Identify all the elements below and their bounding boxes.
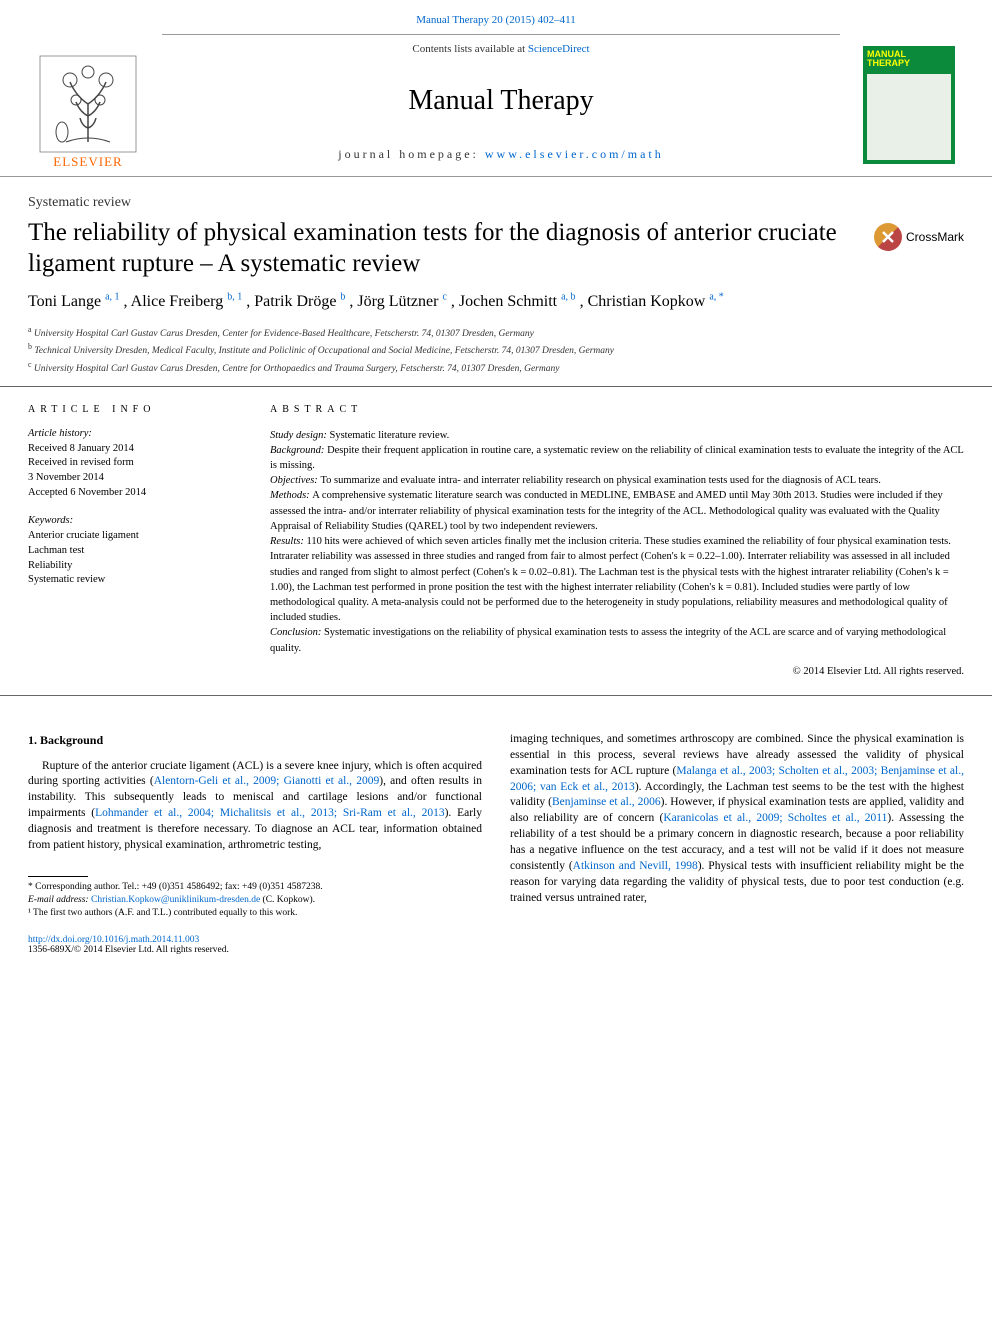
left-column: 1. Background Rupture of the anterior cr… [28,732,482,921]
article-type: Systematic review [0,177,992,213]
crossmark-label: CrossMark [906,230,964,244]
author: , Patrik Dröge b [246,293,345,310]
abstract-item: Results: 110 hits were achieved of which… [270,534,964,625]
author: Toni Lange a, 1 [28,293,120,310]
keyword: Systematic review [28,573,252,588]
abstract-item: Methods: A comprehensive systematic lite… [270,488,964,534]
keyword: Lachman test [28,544,252,559]
affiliations: a University Hospital Carl Gustav Carus … [0,320,992,387]
journal-name: Manual Therapy [162,85,840,117]
history-line: Accepted 6 November 2014 [28,486,252,501]
citation-link[interactable]: Karanicolas et al., 2009; Scholtes et al… [663,812,887,824]
homepage-line: journal homepage: www.elsevier.com/math [162,147,840,162]
author: , Christian Kopkow a, * [580,293,724,310]
citation-link[interactable]: Benjaminse et al., 2006 [552,796,661,808]
homepage-link[interactable]: www.elsevier.com/math [485,147,664,161]
elsevier-logo-text: ELSEVIER [53,154,122,170]
doi-link[interactable]: http://dx.doi.org/10.1016/j.math.2014.11… [28,935,199,945]
abstract-item: Conclusion: Systematic investigations on… [270,625,964,655]
footnotes: * Corresponding author. Tel.: +49 (0)351… [28,876,482,921]
article-title: The reliability of physical examination … [28,217,858,280]
keywords-label: Keywords: [28,514,252,529]
journal-cover-thumb: MANUALTHERAPY [854,34,964,176]
abstract-panel: abstract Study design: Systematic litera… [270,387,964,695]
author-affil-link[interactable]: b [340,292,345,303]
corresponding-author: * Corresponding author. Tel.: +49 (0)351… [28,881,482,894]
author-affil-link[interactable]: c [442,292,446,303]
author-affil-link[interactable]: b, 1 [227,292,242,303]
affiliation: b Technical University Dresden, Medical … [28,341,964,358]
abstract-heading: abstract [270,403,964,418]
abstract-item: Study design: Systematic literature revi… [270,428,964,443]
crossmark-badge[interactable]: CrossMark [874,217,964,251]
history-label: Article history: [28,427,252,442]
header-banner: ELSEVIER Contents lists available at Sci… [0,34,992,177]
banner-center: Contents lists available at ScienceDirec… [162,34,840,176]
issn-copyright: 1356-689X/© 2014 Elsevier Ltd. All right… [28,945,964,955]
author: , Jochen Schmitt a, b [451,293,576,310]
author: , Alice Freiberg b, 1 [124,293,243,310]
homepage-prefix: journal homepage: [338,147,485,161]
abstract-item: Objectives: To summarize and evaluate in… [270,473,964,488]
elsevier-logo: ELSEVIER [28,34,148,176]
footer: http://dx.doi.org/10.1016/j.math.2014.11… [0,921,992,979]
body-paragraph: Rupture of the anterior cruciate ligamen… [28,759,482,854]
crossmark-icon [874,223,902,251]
email-link[interactable]: Christian.Kopkow@uniklinikum-dresden.de [91,895,260,905]
contents-prefix: Contents lists available at [412,43,527,55]
elsevier-tree-icon [38,54,138,154]
sciencedirect-link[interactable]: ScienceDirect [528,43,590,55]
citation-link[interactable]: Alentorn-Geli et al., 2009; Gianotti et … [154,775,380,787]
author: , Jörg Lützner c [349,293,446,310]
keyword: Anterior cruciate ligament [28,529,252,544]
article-info-panel: article info Article history: Received 8… [28,387,270,695]
abstract-copyright: © 2014 Elsevier Ltd. All rights reserved… [270,664,964,679]
email-line: E-mail address: Christian.Kopkow@uniklin… [28,894,482,907]
body-paragraph: imaging techniques, and sometimes arthro… [510,732,964,906]
cover-box: MANUALTHERAPY [863,46,955,164]
journal-citation: Manual Therapy 20 (2015) 402–411 [0,0,992,34]
history-line: Received in revised form [28,456,252,471]
author-note: ¹ The first two authors (A.F. and T.L.) … [28,907,482,920]
author-affil-link[interactable]: a, * [709,292,723,303]
affiliation: a University Hospital Carl Gustav Carus … [28,324,964,341]
history-line: 3 November 2014 [28,471,252,486]
section-heading: 1. Background [28,732,482,749]
abstract-item: Background: Despite their frequent appli… [270,443,964,473]
citation-link[interactable]: Atkinson and Nevill, 1998 [573,860,698,872]
author-affil-link[interactable]: a, 1 [105,292,119,303]
article-info-heading: article info [28,403,252,417]
citation-link[interactable]: Manual Therapy 20 (2015) 402–411 [416,14,575,26]
affiliation: c University Hospital Carl Gustav Carus … [28,359,964,376]
authors-line: Toni Lange a, 1 , Alice Freiberg b, 1 , … [0,280,992,320]
body-columns: 1. Background Rupture of the anterior cr… [0,696,992,921]
citation-link[interactable]: Lohmander et al., 2004; Michalitsis et a… [95,807,444,819]
history-line: Received 8 January 2014 [28,442,252,457]
author-affil-link[interactable]: a, b [561,292,575,303]
contents-line: Contents lists available at ScienceDirec… [162,43,840,55]
right-column: imaging techniques, and sometimes arthro… [510,732,964,921]
keyword: Reliability [28,559,252,574]
cover-title: MANUALTHERAPY [867,50,910,68]
